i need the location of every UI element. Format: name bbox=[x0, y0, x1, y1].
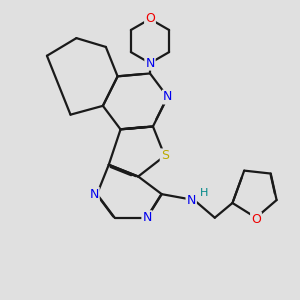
Text: O: O bbox=[251, 213, 261, 226]
Text: N: N bbox=[163, 91, 172, 103]
Text: N: N bbox=[89, 188, 99, 201]
Text: N: N bbox=[142, 211, 152, 224]
Text: O: O bbox=[145, 13, 155, 26]
Text: N: N bbox=[145, 57, 155, 70]
Text: H: H bbox=[200, 188, 209, 198]
Text: S: S bbox=[161, 149, 169, 162]
Text: N: N bbox=[187, 194, 196, 207]
